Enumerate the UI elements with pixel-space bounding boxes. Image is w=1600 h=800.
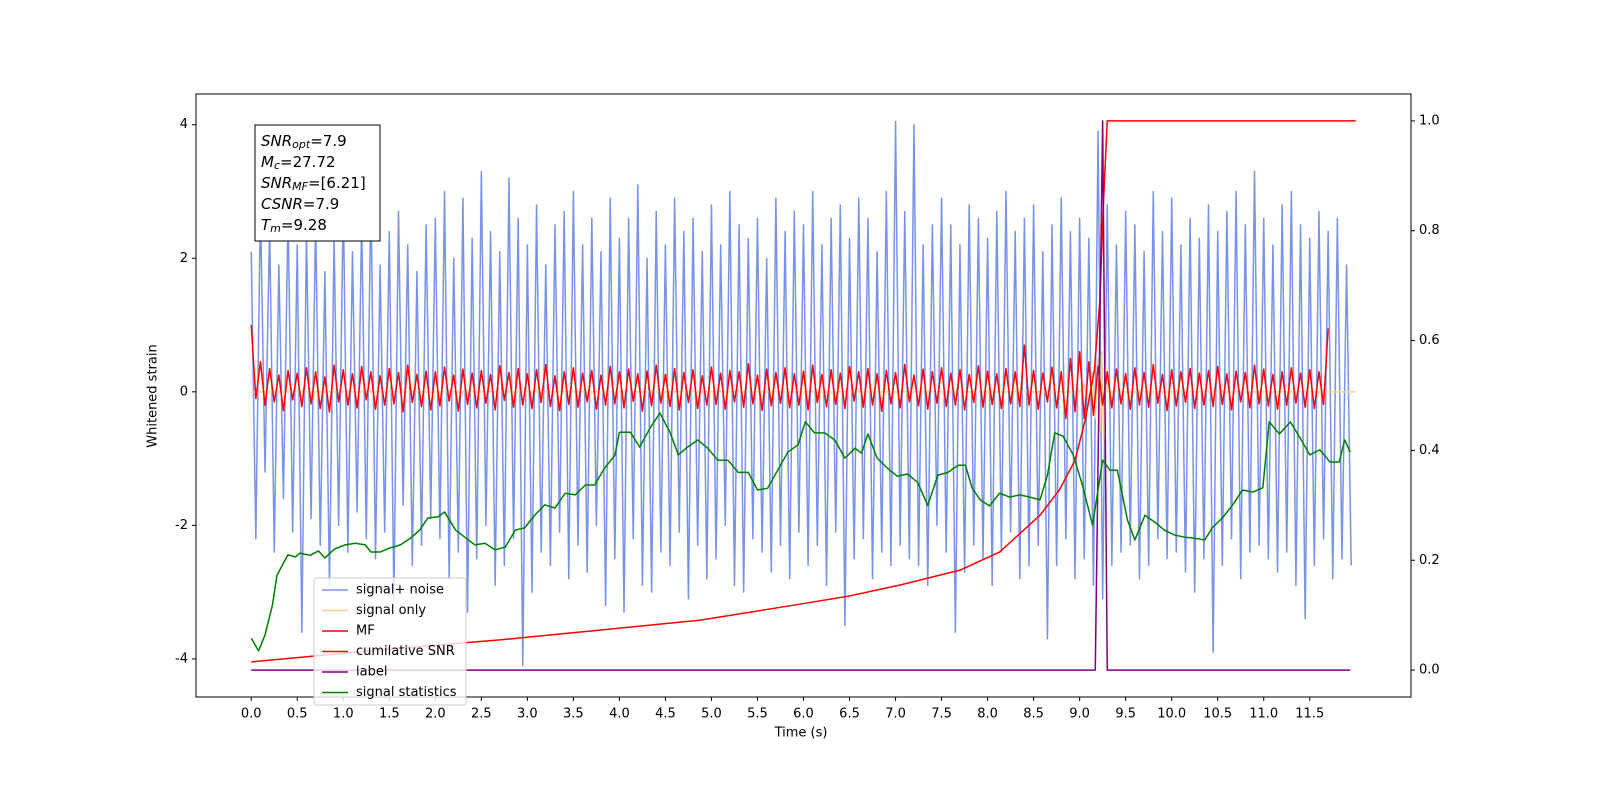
x-tick-label: 2.5	[471, 707, 492, 722]
x-tick-label: 11.0	[1249, 707, 1278, 722]
y-tick-label: 0	[180, 384, 188, 399]
y-tick-label: -2	[175, 518, 188, 533]
annotation-line: SNRopt=7.9	[261, 132, 347, 152]
x-tick-label: 8.0	[977, 707, 998, 722]
x-tick-label: 7.5	[931, 707, 952, 722]
series-line	[250, 120, 1352, 667]
x-tick-label: 4.0	[609, 707, 630, 722]
legend-label: signal only	[356, 603, 426, 618]
y2-tick-label: 0.2	[1419, 553, 1440, 568]
y2-tick-label: 0.4	[1419, 443, 1440, 458]
ticks: 0.0 0.5 1.0 1.5 2.0 2.5 3.0 3.5 4.0 4.5 5.0 5.5 6.0 6…	[175, 113, 1440, 721]
annotation-symbol: SNR	[261, 132, 292, 150]
x-tick-label: 6.0	[793, 707, 814, 722]
y2-tick-label: 0.6	[1419, 333, 1440, 348]
y-tick-label: 2	[180, 251, 188, 266]
legend-label: signal+ noise	[356, 583, 444, 598]
x-tick-label: 0.0	[241, 707, 262, 722]
annotation-subscript: MF	[292, 180, 308, 193]
annotation-value: =7.9	[310, 132, 346, 150]
y2-tick-label: 1.0	[1419, 113, 1440, 128]
x-tick-label: 11.5	[1295, 707, 1324, 722]
y-axis-label: Whitened strain	[146, 344, 161, 447]
x-tick-label: 7.0	[885, 707, 906, 722]
annotation-value: =27.72	[280, 153, 336, 171]
annotation-box: SNRopt=7.9Mc=27.72SNRMF=[6.21]CSNR=7.9Tm…	[254, 124, 381, 242]
annotation-symbol: M	[261, 153, 274, 171]
series-line	[250, 412, 1351, 652]
annotation-frame	[254, 124, 381, 242]
annotation-line: CSNR=7.9	[261, 195, 339, 213]
x-tick-label: 8.5	[1023, 707, 1044, 722]
x-tick-label: 3.5	[563, 707, 584, 722]
annotation-subscript: opt	[292, 138, 311, 151]
legend-frame	[313, 577, 467, 706]
y2-tick-label: 0.8	[1419, 223, 1440, 238]
series-line	[251, 120, 1351, 671]
annotation-symbol: SNR	[261, 174, 292, 192]
legend: signal+ noise signal only MF cumilative SNR…	[313, 577, 467, 706]
x-tick-label: 5.0	[701, 707, 722, 722]
legend-label: cumilative SNR	[356, 644, 455, 659]
annotation-value: =[6.21]	[308, 174, 366, 192]
annotation-value: =9.28	[281, 216, 327, 234]
annotation-value: =7.9	[303, 195, 339, 213]
x-tick-label: 2.0	[425, 707, 446, 722]
x-tick-label: 3.0	[517, 707, 538, 722]
legend-label: MF	[356, 624, 375, 639]
x-tick-label: 1.0	[333, 707, 354, 722]
y-tick-label: -4	[175, 651, 188, 666]
x-tick-label: 10.5	[1203, 707, 1232, 722]
series-line	[250, 325, 1329, 420]
x-tick-label: 5.5	[747, 707, 768, 722]
annotation-symbol: T	[261, 216, 272, 234]
y-tick-label: 4	[180, 117, 188, 132]
plot-area	[250, 120, 1356, 671]
x-tick-label: 0.5	[287, 707, 308, 722]
x-tick-label: 4.5	[655, 707, 676, 722]
annotation-line: Tm=9.28	[261, 216, 327, 236]
legend-label: label	[356, 665, 387, 680]
annotation-line: SNRMF=[6.21]	[261, 174, 366, 194]
legend-label: signal statistics	[356, 685, 457, 700]
x-tick-label: 9.5	[1115, 707, 1136, 722]
x-tick-label: 1.5	[379, 707, 400, 722]
y2-tick-label: 0.0	[1419, 663, 1440, 678]
x-tick-label: 9.0	[1069, 707, 1090, 722]
x-tick-label: 6.5	[839, 707, 860, 722]
annotation-line: Mc=27.72	[261, 153, 336, 173]
x-axis-label: Time (s)	[774, 726, 828, 741]
annotation-subscript: m	[270, 222, 281, 235]
annotation-subscript: c	[274, 159, 280, 172]
annotation-symbol: CSNR	[261, 195, 303, 213]
x-tick-label: 10.0	[1157, 707, 1186, 722]
